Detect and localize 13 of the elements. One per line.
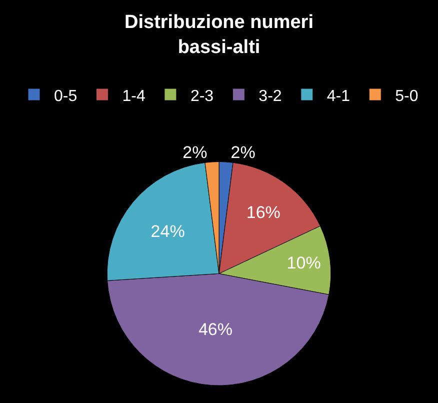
legend-label: 4-1 [326, 88, 350, 105]
legend-label: 3-2 [258, 88, 282, 105]
data-label: 24% [150, 222, 185, 241]
data-label: 2% [230, 143, 256, 162]
legend-label: 5-0 [395, 88, 418, 105]
data-label: 2% [182, 143, 208, 162]
data-label: 46% [198, 320, 232, 340]
data-label: 16% [246, 203, 280, 222]
legend-label: 1-4 [122, 88, 146, 105]
legend-label: 0-5 [54, 88, 78, 105]
legend-label: 2-3 [190, 88, 214, 105]
data-label: 10% [286, 253, 321, 272]
chart-title: Distribuzione numeri bassi-alti [124, 12, 314, 58]
